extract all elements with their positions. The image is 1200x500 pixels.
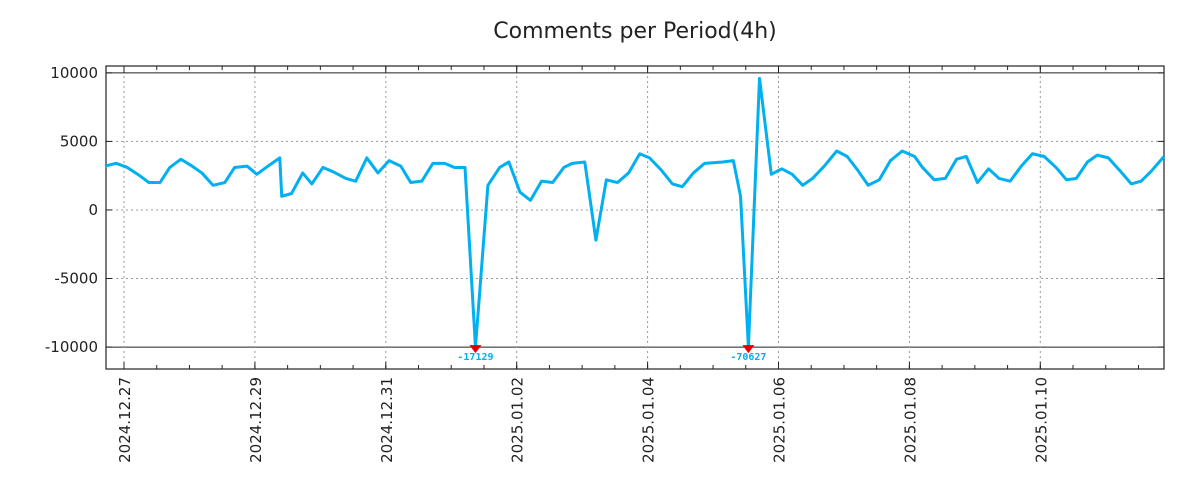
series-layer: -17129 -70627 [104, 76, 1166, 363]
x-tick-label: 2025.01.10 [1032, 377, 1050, 463]
clipped-value-label: -17129 [457, 352, 493, 363]
clipped-point-marker [742, 345, 755, 354]
y-tick-label: 5000 [60, 132, 98, 150]
y-tick-label: -5000 [54, 270, 98, 288]
x-axis: 2024.12.27 2024.12.29 2024.12.31 2025.01.02… [116, 66, 1139, 463]
x-tick-label: 2024.12.31 [378, 377, 396, 463]
plot-frame [105, 65, 1165, 370]
y-tick-label: 10000 [50, 64, 98, 82]
series-line [104, 76, 1166, 349]
y-tick-label: -10000 [45, 338, 98, 356]
x-tick-label: 2024.12.29 [247, 377, 265, 463]
x-tick-label: 2025.01.08 [901, 377, 919, 463]
grid [106, 66, 1164, 369]
x-tick-label: 2025.01.04 [640, 377, 658, 463]
chart-title: Comments per Period(4h) [493, 19, 777, 44]
clipped-point-marker [469, 345, 482, 354]
x-tick-label: 2025.01.02 [509, 377, 527, 463]
x-tick-label: 2025.01.06 [770, 377, 788, 463]
clipped-value-label: -70627 [730, 352, 766, 363]
y-tick-label: 0 [88, 201, 98, 219]
x-tick-label: 2024.12.27 [116, 377, 134, 463]
y-axis: 10000 5000 0 -5000 -10000 [45, 64, 1164, 356]
